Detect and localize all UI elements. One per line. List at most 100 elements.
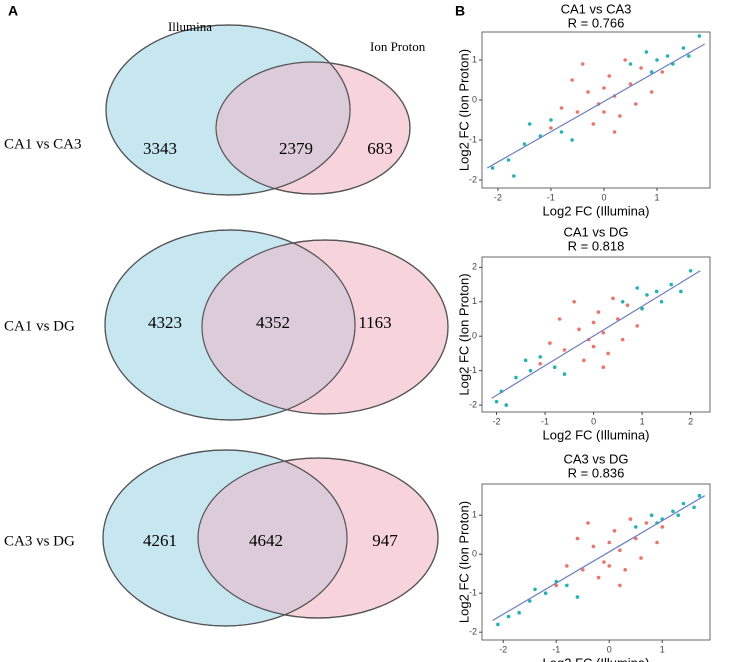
venn-count: 3343	[143, 139, 177, 158]
point	[633, 525, 638, 529]
point	[623, 58, 627, 62]
x-tick-label: -1	[552, 644, 560, 654]
point	[577, 327, 581, 332]
x-axis-label: Log2 FC (Illumina)	[543, 655, 650, 662]
plot-frame	[481, 256, 711, 413]
point	[635, 286, 640, 290]
point	[633, 102, 638, 106]
point	[548, 341, 552, 345]
scatter-title: CA1 vs DG	[563, 224, 628, 239]
y-tick-label: -2	[469, 399, 477, 409]
scatter-subtitle: R = 0.818	[568, 238, 625, 253]
point	[606, 351, 610, 356]
point	[649, 90, 654, 94]
x-tick-label: -2	[499, 644, 507, 654]
venn-count: 4642	[249, 531, 283, 550]
point	[688, 268, 693, 273]
point	[565, 583, 569, 588]
set-b-outline	[197, 457, 439, 619]
point	[504, 403, 509, 407]
scatter-title: CA1 vs CA3	[561, 1, 632, 16]
point	[552, 365, 557, 370]
point	[601, 330, 606, 335]
point	[562, 348, 567, 352]
point	[602, 110, 606, 114]
point	[538, 355, 543, 359]
point	[625, 303, 630, 308]
point	[591, 122, 596, 126]
point	[591, 344, 596, 349]
point	[570, 138, 574, 142]
x-tick-label: -2	[494, 192, 502, 202]
y-tick-label: 1	[472, 510, 477, 520]
point	[645, 293, 649, 297]
y-tick-label: -1	[469, 588, 477, 598]
set-a-outline	[105, 24, 351, 196]
venn-title: CA1 vs DG	[4, 318, 75, 334]
point	[628, 62, 633, 66]
point	[575, 536, 580, 541]
point	[665, 54, 670, 58]
point	[612, 529, 617, 533]
point	[586, 521, 590, 525]
point	[659, 299, 664, 304]
y-tick-label: -2	[469, 174, 477, 184]
point	[616, 317, 620, 321]
point	[635, 324, 640, 328]
set-a-outline	[104, 229, 356, 421]
point	[514, 375, 518, 380]
fit-line	[492, 495, 706, 622]
point	[602, 86, 606, 90]
point	[639, 556, 643, 560]
y-tick-label: -2	[469, 627, 477, 637]
point	[628, 517, 633, 521]
point	[654, 289, 659, 294]
point	[528, 368, 533, 373]
point	[596, 310, 601, 314]
fit-line	[491, 270, 701, 399]
point	[649, 513, 654, 517]
overlap	[198, 458, 347, 618]
point	[676, 513, 680, 517]
overlap	[216, 62, 350, 194]
point	[506, 614, 511, 619]
plot-frame	[481, 31, 711, 189]
point	[640, 306, 644, 311]
venn-count: 1163	[358, 313, 391, 332]
point	[591, 320, 596, 325]
point	[496, 622, 500, 627]
x-tick-label: 0	[607, 644, 612, 654]
point	[549, 126, 553, 130]
scatter-subtitle: R = 0.766	[568, 15, 625, 30]
point	[697, 34, 702, 38]
point	[620, 337, 625, 342]
x-tick-label: 2	[688, 416, 693, 426]
scatter-subtitle: R = 0.836	[568, 465, 625, 480]
point	[575, 595, 580, 599]
point	[543, 591, 548, 595]
point	[607, 564, 612, 568]
point	[523, 358, 528, 363]
panel-label: B	[455, 3, 465, 19]
y-tick-label: 1	[472, 296, 477, 306]
point	[618, 548, 622, 553]
x-tick-label: 0	[591, 416, 596, 426]
set-label: Illumina	[168, 19, 212, 34]
point	[686, 54, 691, 58]
point	[611, 296, 615, 301]
point	[669, 282, 673, 287]
point	[565, 564, 569, 568]
venn-count: 4261	[143, 531, 177, 550]
x-tick-label: -1	[541, 416, 549, 426]
point	[572, 299, 576, 304]
y-axis-label: Log2 FC (Ion Proton)	[456, 273, 471, 395]
scatter-title: CA3 vs DG	[563, 451, 628, 466]
point	[649, 70, 654, 74]
point	[512, 174, 516, 178]
set-b-outline	[201, 239, 449, 415]
y-tick-label: 2	[472, 262, 477, 272]
point	[522, 142, 527, 146]
venn-title: CA1 vs CA3	[4, 136, 82, 152]
set-a-outline	[102, 449, 348, 627]
